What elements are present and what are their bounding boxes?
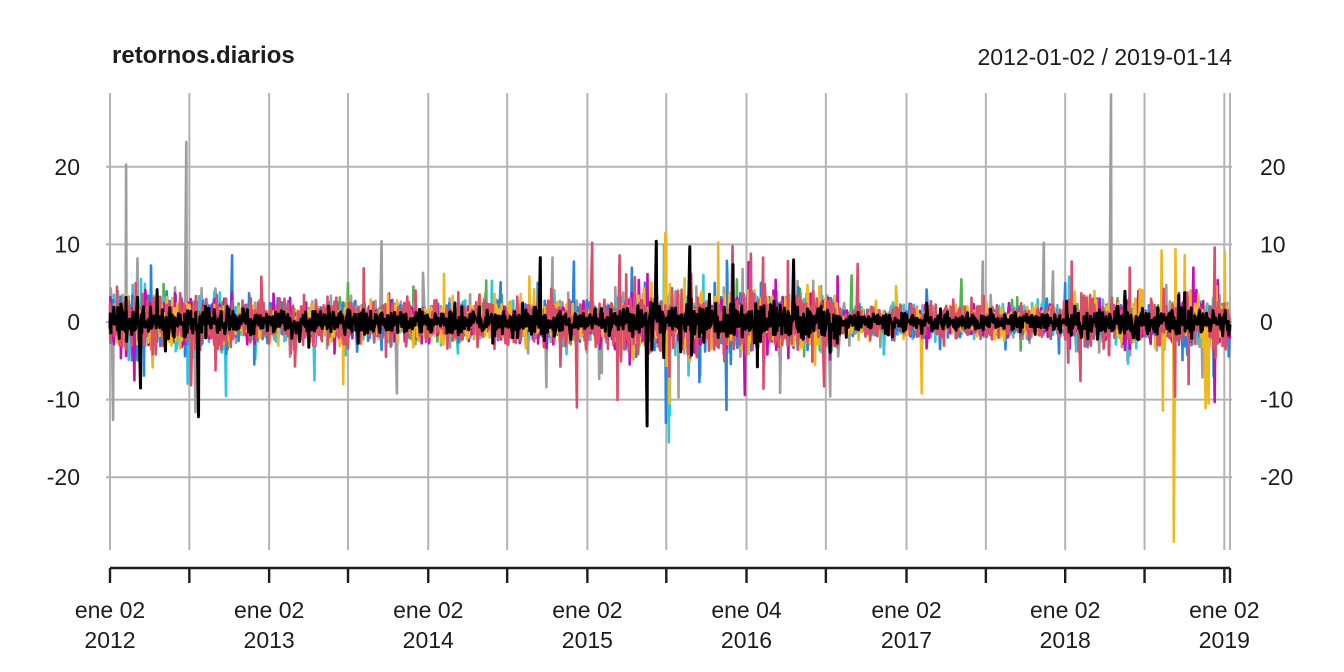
y-tick-label-left: 10 — [54, 231, 80, 257]
x-tick-label-year: 2014 — [403, 627, 454, 653]
x-tick-label-year: 2012 — [84, 627, 135, 653]
x-tick-label-month: ene 02 — [1189, 597, 1259, 623]
y-tick-label-left: -10 — [47, 387, 80, 413]
x-tick-label-month: ene 02 — [1030, 597, 1100, 623]
series-black — [108, 239, 1232, 428]
x-tick-label-year: 2013 — [244, 627, 295, 653]
y-tick-label-right: 0 — [1260, 309, 1273, 335]
x-tick-label-year: 2015 — [562, 627, 613, 653]
x-tick-label-year: 2018 — [1040, 627, 1091, 653]
y-tick-label-left: 20 — [54, 154, 80, 180]
y-tick-label-right: -20 — [1260, 464, 1293, 490]
x-tick-label-year: 2016 — [721, 627, 772, 653]
x-tick-label-month: ene 02 — [871, 597, 941, 623]
x-tick-label-month: ene 02 — [234, 597, 304, 623]
x-tick-label-month: ene 04 — [711, 597, 782, 623]
y-tick-label-right: -10 — [1260, 387, 1293, 413]
x-tick-label-month: ene 02 — [552, 597, 622, 623]
x-tick-label-month: ene 02 — [393, 597, 463, 623]
series-gold — [108, 231, 1232, 543]
x-tick-label-year: 2017 — [881, 627, 932, 653]
chart-date-range: 2012-01-02 / 2019-01-14 — [977, 44, 1232, 70]
y-tick-label-left: -20 — [47, 464, 80, 490]
x-tick-label-month: ene 02 — [75, 597, 145, 623]
x-tick-label-year: 2019 — [1199, 627, 1250, 653]
y-tick-label-right: 20 — [1260, 154, 1286, 180]
chart-title: retornos.diarios — [112, 42, 295, 69]
y-tick-label-right: 10 — [1260, 231, 1286, 257]
y-tick-label-left: 0 — [67, 309, 80, 335]
